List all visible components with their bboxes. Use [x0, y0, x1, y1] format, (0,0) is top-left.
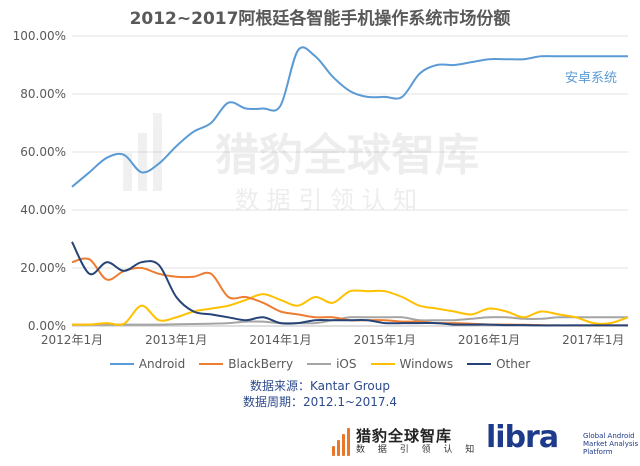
legend: Android BlackBerry iOS Windows Other [0, 357, 640, 371]
legend-swatch [307, 363, 332, 365]
x-tick-label: 2015年1月 [354, 333, 416, 347]
logo-bars-icon [332, 428, 350, 456]
y-tick-label: 40.00% [20, 203, 66, 217]
legend-label: BlackBerry [228, 357, 294, 371]
footer-logo: 猎豹全球智库 数 据 引 领 认 知 [332, 428, 479, 456]
android-annotation: 安卓系统 [565, 71, 617, 86]
watermark-subtext: 数 据 引 领 认 知 [235, 186, 417, 214]
x-tick-label: 2012年1月 [41, 333, 103, 347]
x-tick-label: 2016年1月 [458, 333, 520, 347]
legend-item-other: Other [467, 357, 530, 371]
y-axis-ticks: 0.00% 20.00% 40.00% 60.00% 80.00% 100.00% [13, 29, 66, 333]
watermark-bar [123, 153, 132, 191]
y-tick-label: 0.00% [28, 319, 66, 333]
legend-label: Android [138, 357, 186, 371]
legend-swatch [370, 363, 395, 365]
series-line-android [71, 46, 628, 188]
series-line-ios [72, 316, 628, 326]
x-axis-ticks: 2012年1月 2013年1月 2014年1月 2015年1月 2016年1月 2017年… [41, 333, 624, 347]
x-tick-label: 2017年1月 [562, 333, 624, 347]
data-source: 数据来源：Kantar Group [250, 379, 390, 393]
legend-item-ios: iOS [307, 357, 357, 371]
x-tick-label: 2014年1月 [249, 333, 311, 347]
legend-item-android: Android [109, 357, 186, 371]
libra-description: Global Android Market Analysis Platform [583, 432, 639, 456]
legend-label: iOS [336, 357, 357, 371]
series-lines [71, 46, 629, 327]
legend-swatch [109, 363, 134, 365]
legend-swatch [199, 363, 224, 365]
y-tick-label: 60.00% [20, 145, 66, 159]
x-tick-label: 2013年1月 [145, 333, 207, 347]
watermark-bar [153, 113, 162, 191]
legend-label: Windows [399, 357, 454, 371]
legend-item-windows: Windows [370, 357, 454, 371]
y-tick-label: 80.00% [20, 87, 66, 101]
watermark-bar [138, 133, 147, 191]
watermark: 猎豹全球智库 数 据 引 领 认 知 [123, 113, 479, 214]
legend-label: Other [496, 357, 531, 371]
data-period: 数据周期：2012.1~2017.4 [242, 395, 398, 409]
legend-swatch [467, 363, 492, 365]
series-line-other [71, 241, 628, 327]
watermark-text: 猎豹全球智库 [215, 130, 479, 181]
brand-name: 猎豹全球智库 [356, 427, 453, 445]
series-line-windows [71, 289, 629, 326]
y-tick-label: 100.00% [13, 29, 66, 43]
y-tick-label: 20.00% [20, 261, 66, 275]
legend-item-blackberry: BlackBerry [199, 357, 293, 371]
libra-logo: libra [486, 420, 559, 455]
chart-title: 2012~2017阿根廷各智能手机操作系统市场份额 [129, 9, 511, 29]
brand-slogan: 数 据 引 领 认 知 [356, 445, 480, 455]
